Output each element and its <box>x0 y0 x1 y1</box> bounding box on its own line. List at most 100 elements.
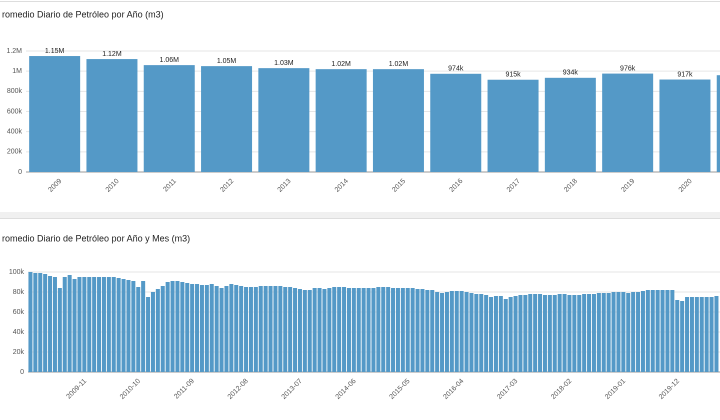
y-tick-label: 20k <box>13 349 25 356</box>
bar <box>493 296 498 372</box>
bar <box>273 286 278 372</box>
bar <box>180 282 185 372</box>
y-tick-label: 1.2M <box>6 48 22 55</box>
bar <box>640 291 645 372</box>
y-tick-label: 0 <box>18 169 22 176</box>
bar <box>704 297 709 372</box>
bar <box>621 292 626 372</box>
bar <box>201 66 253 172</box>
bar <box>356 288 361 372</box>
bar <box>469 293 474 372</box>
bar <box>415 289 420 372</box>
bar <box>268 286 273 372</box>
bar <box>312 288 317 372</box>
bar <box>489 297 494 372</box>
bar <box>400 288 405 372</box>
bar <box>479 294 484 372</box>
bar <box>675 300 680 372</box>
bar <box>62 277 67 372</box>
bar <box>33 273 38 372</box>
bar <box>381 287 386 372</box>
bar <box>430 290 435 372</box>
value-label: 1.03M <box>274 60 294 67</box>
bar <box>28 272 33 372</box>
bar <box>567 295 572 372</box>
bar <box>244 287 249 372</box>
value-label: 976k <box>620 65 636 72</box>
bar <box>498 296 503 372</box>
bar <box>86 59 138 172</box>
bar <box>101 277 106 372</box>
chart-title: romedio Diario de Petróleo por Año y Mes… <box>2 233 190 243</box>
y-tick-label: 0 <box>20 369 24 376</box>
y-tick-label: 100k <box>9 269 25 276</box>
bar <box>67 275 72 372</box>
bar <box>195 284 200 372</box>
bar <box>332 287 337 372</box>
bar <box>420 289 425 372</box>
bar <box>337 287 342 372</box>
bar <box>680 301 685 372</box>
bar <box>694 297 699 372</box>
bar <box>533 294 538 372</box>
bar <box>52 277 57 372</box>
bar <box>709 297 714 372</box>
value-label: 974k <box>448 66 464 73</box>
bar <box>136 287 141 372</box>
bar <box>582 294 587 372</box>
bar <box>342 287 347 372</box>
bar <box>665 290 670 372</box>
y-tick-label: 400k <box>7 129 23 136</box>
bar <box>391 288 396 372</box>
bar <box>258 68 310 172</box>
bar <box>544 77 596 172</box>
bar <box>366 288 371 372</box>
bar <box>253 287 258 372</box>
bar <box>97 277 102 372</box>
bar <box>82 277 87 372</box>
bar <box>131 281 136 372</box>
y-tick-label: 200k <box>7 149 23 156</box>
bar <box>351 288 356 372</box>
bar <box>72 279 77 372</box>
bar <box>689 297 694 372</box>
y-tick-label: 80k <box>13 289 25 296</box>
bar <box>538 294 543 372</box>
bar <box>372 69 424 172</box>
bar <box>552 295 557 372</box>
bar <box>405 288 410 372</box>
bar <box>435 292 440 372</box>
bar <box>601 293 606 372</box>
bar <box>636 292 641 372</box>
bar <box>454 291 459 372</box>
y-tick-label: 40k <box>13 329 25 336</box>
bar <box>38 273 43 372</box>
bar <box>542 295 547 372</box>
value-label: 1.02M <box>331 61 351 68</box>
bar <box>121 279 126 372</box>
bar <box>523 295 528 372</box>
bar <box>645 290 650 372</box>
bar <box>430 73 482 172</box>
value-label: 915k <box>505 72 521 79</box>
bar <box>346 288 351 372</box>
bar <box>596 293 601 372</box>
bar <box>587 294 592 372</box>
bar <box>111 277 116 372</box>
bar <box>190 284 195 372</box>
bar <box>716 75 720 172</box>
bar <box>204 285 209 372</box>
bar <box>146 297 151 372</box>
bar <box>670 290 675 372</box>
bar <box>229 284 234 372</box>
bar <box>297 289 302 372</box>
bar <box>395 288 400 372</box>
bar <box>77 277 82 372</box>
bar <box>278 286 283 372</box>
bar <box>562 294 567 372</box>
bar <box>655 290 660 372</box>
bar <box>376 287 381 372</box>
bar <box>57 288 62 372</box>
